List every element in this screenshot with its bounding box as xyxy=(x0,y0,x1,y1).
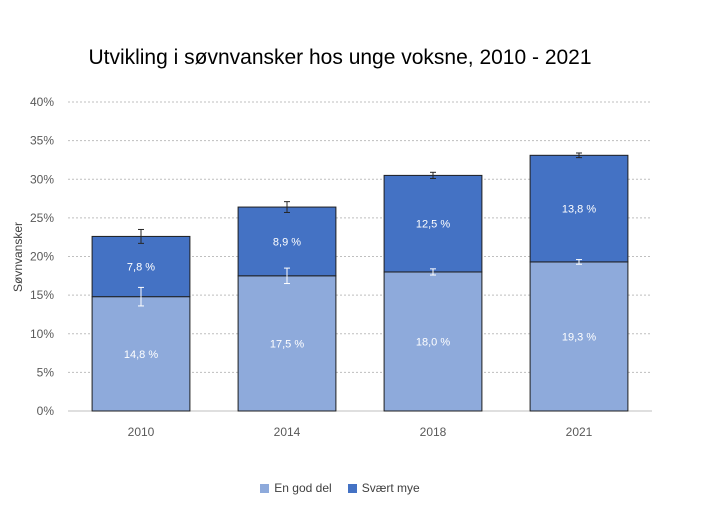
y-axis-ticks: 0% 5% 10% 15% 20% 25% 30% 35% 40% xyxy=(30,95,54,418)
y-tick-label: 25% xyxy=(30,211,54,225)
error-bar-svaert-mye-2010 xyxy=(138,228,144,244)
data-label-svaert-mye-2014: 8,9 % xyxy=(273,236,301,248)
y-tick-label: 35% xyxy=(30,134,54,148)
data-label-en-god-del-2021: 19,3 % xyxy=(562,331,596,343)
error-bar-en-god-del-2010 xyxy=(138,286,144,307)
y-tick-label: 40% xyxy=(30,95,54,109)
legend-item-en-god-del: En god del xyxy=(260,481,332,495)
error-bar-en-god-del-2018 xyxy=(430,268,436,276)
error-bar-svaert-mye-2021 xyxy=(576,152,582,159)
data-label-en-god-del-2014: 17,5 % xyxy=(270,338,304,350)
data-labels: 14,8 % 7,8 % 17,5 % 8,9 % 18,0 % 12,5 % 19,3 %… xyxy=(124,204,596,361)
error-bar-en-god-del-2021 xyxy=(576,259,582,265)
bar-en-god-del-2010 xyxy=(91,296,191,412)
y-tick-label: 0% xyxy=(37,404,55,418)
x-tick-label-2014: 2014 xyxy=(274,425,301,439)
legend-item-svaert-mye: Svært mye xyxy=(347,481,420,495)
data-label-en-god-del-2010: 14,8 % xyxy=(124,349,158,361)
legend-label-en-god-del: En god del xyxy=(274,481,332,495)
legend: En god del Svært mye xyxy=(0,481,680,495)
x-tick-label-2018: 2018 xyxy=(420,425,447,439)
y-tick-label: 20% xyxy=(30,250,54,264)
data-label-en-god-del-2018: 18,0 % xyxy=(416,336,450,348)
error-bars xyxy=(138,152,582,307)
error-bar-svaert-mye-2014 xyxy=(284,201,290,213)
bar-en-god-del-2018 xyxy=(383,271,483,412)
error-bar-en-god-del-2014 xyxy=(284,267,290,285)
error-bar-svaert-mye-2018 xyxy=(430,171,436,179)
bars xyxy=(91,154,629,412)
bar-svaert-mye-2010 xyxy=(91,235,191,298)
legend-label-svaert-mye: Svært mye xyxy=(361,481,420,495)
legend-swatch-svaert-mye xyxy=(347,483,357,493)
legend-swatch-en-god-del xyxy=(260,483,270,493)
x-tick-label-2021: 2021 xyxy=(566,425,593,439)
bar-svaert-mye-2021 xyxy=(529,154,629,263)
data-label-svaert-mye-2021: 13,8 % xyxy=(562,204,596,216)
data-label-svaert-mye-2018: 12,5 % xyxy=(416,219,450,231)
bar-en-god-del-2014 xyxy=(237,275,337,412)
bar-svaert-mye-2014 xyxy=(237,206,337,277)
x-tick-label-2010: 2010 xyxy=(128,425,155,439)
x-axis-ticks: 2010 2014 2018 2021 xyxy=(128,425,593,439)
y-tick-label: 10% xyxy=(30,327,54,341)
y-tick-label: 5% xyxy=(37,365,55,379)
y-axis-label: Søvnvansker xyxy=(11,222,25,292)
y-tick-label: 15% xyxy=(30,288,54,302)
y-tick-label: 30% xyxy=(30,172,54,186)
data-label-svaert-mye-2010: 7,8 % xyxy=(127,262,155,274)
chart-title: Utvikling i søvnvansker hos unge voksne,… xyxy=(88,46,592,69)
